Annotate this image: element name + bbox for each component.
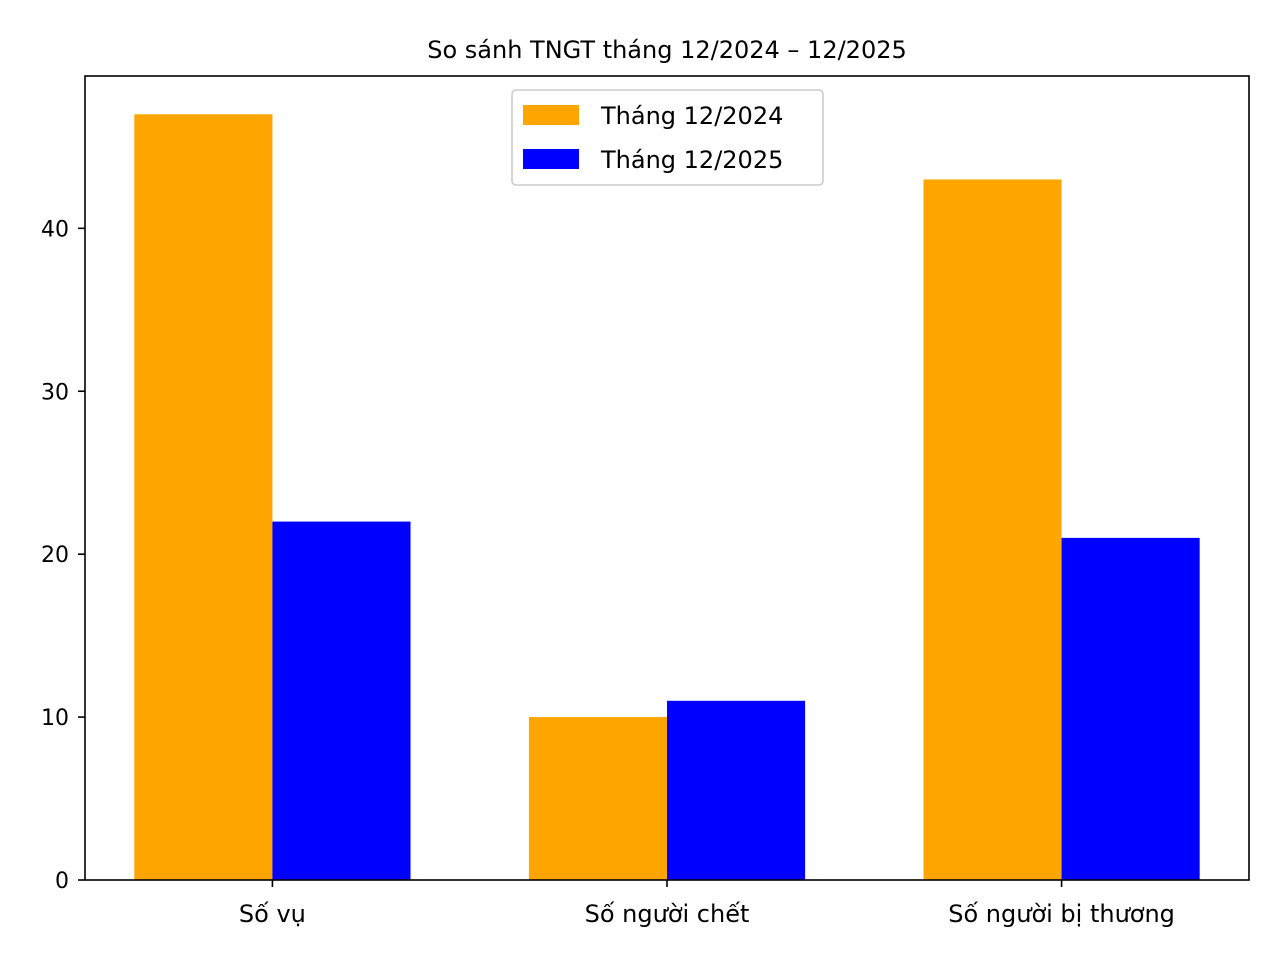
y-tick-label: 40 bbox=[41, 217, 69, 242]
y-tick-label: 20 bbox=[41, 543, 69, 568]
bar-series-1-cat-3 bbox=[923, 179, 1062, 880]
legend-label-series-1: Tháng 12/2024 bbox=[600, 102, 783, 130]
y-axis: 0 10 20 30 40 bbox=[41, 217, 85, 894]
bar-series-1-cat-2 bbox=[528, 717, 667, 880]
legend: Tháng 12/2024 Tháng 12/2025 bbox=[511, 89, 824, 186]
bar-series-2-cat-2 bbox=[667, 700, 806, 880]
legend-label-series-2: Tháng 12/2025 bbox=[600, 146, 783, 174]
y-tick-label: 0 bbox=[55, 869, 69, 894]
bar-series-2-cat-3 bbox=[1061, 537, 1200, 880]
y-tick-label: 30 bbox=[41, 380, 69, 405]
x-tick-label: Số người bị thương bbox=[948, 900, 1175, 928]
x-tick-label: Số vụ bbox=[239, 900, 306, 928]
plot-frame bbox=[84, 75, 1250, 881]
x-axis: Số vụ Số người chết Số người bị thương bbox=[239, 880, 1175, 928]
legend-swatch-series-2 bbox=[523, 149, 579, 169]
x-tick-label: Số người chết bbox=[585, 900, 750, 928]
bars-layer bbox=[134, 114, 1200, 881]
legend-entry-series-2: Tháng 12/2025 bbox=[523, 146, 783, 174]
legend-entry-series-1: Tháng 12/2024 bbox=[523, 102, 783, 130]
bar-series-1-cat-1 bbox=[134, 114, 273, 881]
bar-series-2-cat-1 bbox=[272, 521, 411, 880]
chart-title: So sánh TNGT tháng 12/2024 – 12/2025 bbox=[427, 36, 907, 64]
legend-swatch-series-1 bbox=[523, 105, 579, 125]
y-tick-label: 10 bbox=[41, 706, 69, 731]
legend-box bbox=[511, 89, 824, 186]
